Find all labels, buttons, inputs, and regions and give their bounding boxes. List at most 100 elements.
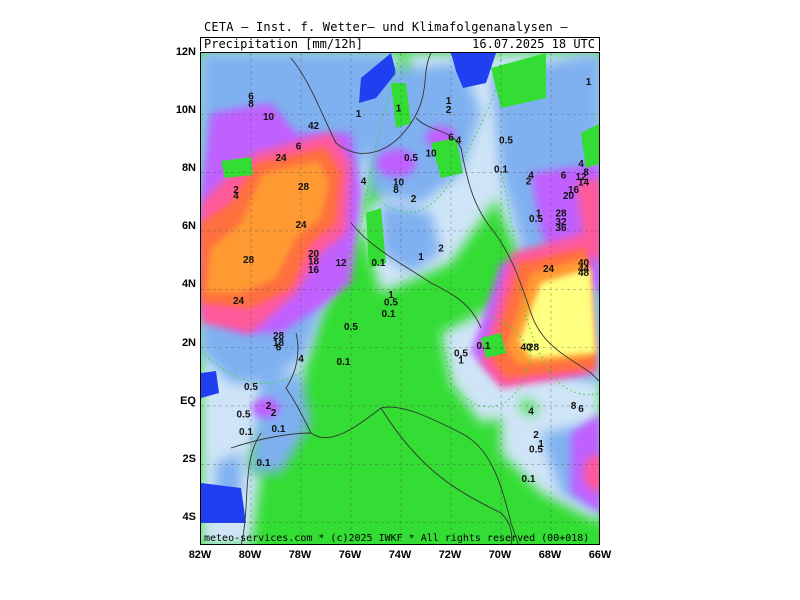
precip-value-label: 2 (233, 185, 239, 196)
precip-value-label: 40 (578, 258, 590, 269)
precip-value-label: 0.5 (384, 297, 398, 308)
precip-value-label: 8 (393, 185, 399, 196)
precip-value-label: 8 (583, 168, 589, 179)
precip-value-label: 1 (418, 252, 424, 263)
sea-blank-areas (201, 53, 496, 523)
precip-value-label: 0.5 (344, 322, 358, 333)
precip-value-label: 0.1 (494, 165, 508, 176)
precip-value-label: 8 (248, 99, 254, 110)
precip-value-label: 0.5 (529, 214, 543, 225)
precip-value-label: 24 (233, 296, 245, 307)
precip-value-label: 2 (438, 243, 444, 254)
lon-label-68w: 68W (538, 549, 562, 561)
precip-value-label: 0.5 (499, 135, 513, 146)
precip-value-label: 0.5 (529, 445, 543, 456)
lat-label-10n: 10N (175, 104, 196, 116)
precip-value-label: 4 (361, 176, 367, 187)
precip-value-label: 10 (393, 178, 405, 189)
precip-value-label: 1 (396, 103, 402, 114)
lon-label-66w: 66W (588, 549, 612, 561)
variable-label: Precipitation [mm/12h] (204, 37, 363, 51)
precip-value-label: 2 (271, 408, 277, 419)
precip-value-label: 10 (263, 112, 275, 123)
precip-value-label: 1 (536, 208, 542, 219)
precip-value-label: 2 (266, 401, 272, 412)
precip-value-label: 4 (298, 354, 304, 365)
precip-value-label: 48 (578, 268, 590, 279)
precip-value-label: 0.1 (522, 474, 536, 485)
lat-label-8n: 8N (181, 162, 196, 174)
precip-value-label: 1 (356, 109, 362, 120)
precip-value-label: 36 (555, 223, 567, 234)
precip-value-label: 0.5 (454, 348, 468, 359)
precip-value-label: 28 (298, 182, 310, 193)
lat-label-eq: EQ (180, 395, 196, 407)
precip-value-label: 16 (568, 185, 580, 196)
precip-value-label: 8 (571, 401, 577, 412)
precip-value-label: 16 (308, 265, 320, 276)
precip-value-label: 4 (528, 407, 534, 418)
precip-value-label: 44 (578, 264, 590, 275)
precip-value-label: 42 (308, 121, 320, 132)
lat-label-4n: 4N (181, 278, 196, 290)
precip-value-label: 2 (526, 176, 532, 187)
precip-value-label: 18 (308, 256, 320, 267)
contour-lines (201, 53, 599, 408)
precip-value-label: 10 (425, 149, 437, 160)
precip-value-label: 28 (555, 208, 567, 219)
lon-label-76w: 76W (338, 549, 362, 561)
precip-value-label: 0.5 (404, 153, 418, 164)
precip-value-label: 4 (578, 159, 584, 170)
precip-value-label: 24 (295, 220, 307, 231)
precip-value-label: 0.5 (237, 410, 251, 421)
precip-value-label: 28 (273, 331, 285, 342)
precip-value-label: 0.1 (272, 424, 286, 435)
precip-value-label: 1 (538, 439, 544, 450)
precip-value-label: 28 (528, 343, 540, 354)
precip-value-label: 24 (543, 264, 555, 275)
precip-value-label: 4 (233, 191, 239, 202)
precip-value-label: 24 (275, 153, 287, 164)
precip-value-label: 2 (446, 105, 452, 116)
precip-value-label: 4 (528, 170, 534, 181)
precip-value-label: 1 (586, 77, 592, 88)
institute-title: CETA — Inst. f. Wetter— und Klimafolgena… (204, 20, 568, 34)
country-borders (230, 53, 599, 544)
precip-value-label: 6 (448, 133, 454, 144)
lat-label-12n: 12N (175, 46, 196, 58)
precip-value-label: 6 (248, 92, 254, 103)
precip-value-label: 6 (561, 170, 567, 181)
lon-label-80w: 80W (238, 549, 262, 561)
precip-value-label: 1 (446, 96, 452, 107)
precip-value-label: 2 (533, 430, 539, 441)
variable-bar: Precipitation [mm/12h] 16.07.2025 18 UTC (200, 37, 600, 51)
lat-label-2s: 2S (182, 453, 196, 465)
precip-value-label: 32 (555, 217, 567, 228)
precip-value-label: 28 (243, 255, 255, 266)
precip-value-label: 12 (575, 172, 587, 183)
precip-value-label: 0.1 (239, 427, 253, 438)
precip-value-label: 1 (388, 290, 394, 301)
lat-label-6n: 6N (181, 220, 196, 232)
precip-value-label: 0.1 (477, 341, 491, 352)
peak-rain-area (519, 268, 596, 358)
lon-label-78w: 78W (288, 549, 312, 561)
precip-value-label: 4 (456, 135, 462, 146)
precip-value-label: 12 (335, 258, 347, 269)
precip-value-label: 20 (308, 249, 320, 260)
copyright-footer: meteo-services.com * (c)2025 IWKF * All … (204, 533, 590, 544)
precip-value-label: 14 (578, 178, 590, 189)
precip-value-label: 20 (563, 191, 575, 202)
lon-label-72w: 72W (438, 549, 462, 561)
map-header: CETA — Inst. f. Wetter— und Klimafolgena… (200, 18, 600, 52)
precip-value-label: 6 (578, 404, 584, 415)
lon-label-82w: 82W (188, 549, 212, 561)
precip-value-label: 40 (520, 343, 532, 354)
precip-value-label: 1 (458, 356, 464, 367)
lat-label-2n: 2N (181, 337, 196, 349)
precip-value-label: 0.1 (372, 258, 386, 269)
precip-value-label: 0.1 (257, 458, 271, 469)
lat-label-4s: 4S (182, 511, 196, 523)
